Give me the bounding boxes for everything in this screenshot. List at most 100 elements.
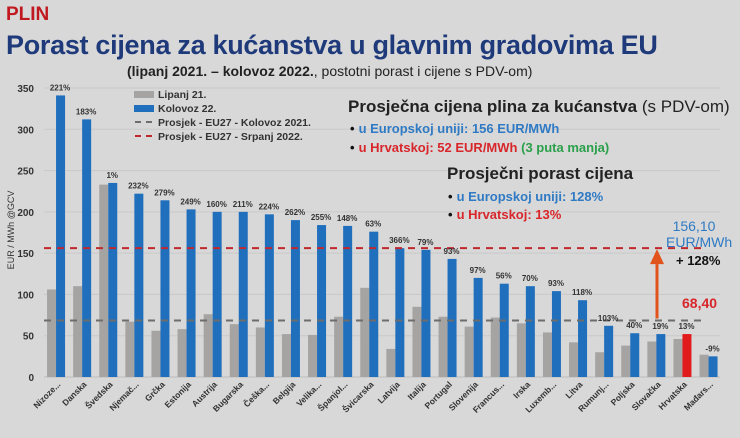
bar-kolovoz-22 xyxy=(395,248,405,377)
bar-kolovoz-22 xyxy=(108,182,118,377)
hr-price-note: (3 puta manja) xyxy=(521,140,610,155)
bar-lipanj-21 xyxy=(490,317,500,377)
x-tick-label: Grčka xyxy=(143,379,167,403)
bar-lipanj-21 xyxy=(73,286,83,377)
eu-value-annotation: 156,10 EUR/MWh xyxy=(666,218,733,250)
legend-label: Lipanj 21. xyxy=(158,89,207,101)
avg-price-suffix: (s PDV-om) xyxy=(637,97,730,116)
x-tick-label: Irska xyxy=(511,379,532,400)
percent-label: 249% xyxy=(180,197,200,206)
percent-label: 19% xyxy=(652,322,668,331)
increase-annotation: + 128% xyxy=(676,253,721,268)
bar-lipanj-21 xyxy=(255,327,265,377)
old-value-annotation: 68,40 xyxy=(682,295,718,311)
grid-lines xyxy=(44,87,720,378)
x-tick-label: Nizoze... xyxy=(31,379,62,410)
bar-kolovoz-22 xyxy=(473,277,483,377)
y-tick-label: 0 xyxy=(28,373,34,384)
bar-kolovoz-22 xyxy=(343,225,353,377)
bar-kolovoz-22 xyxy=(238,211,248,377)
bar-lipanj-21 xyxy=(595,352,605,377)
eu-price-text: u Europskoj uniji: 156 EUR/MWh xyxy=(358,121,560,136)
bar-kolovoz-22 xyxy=(682,334,692,377)
bar-lipanj-21 xyxy=(464,326,474,377)
x-tick-label: Latvija xyxy=(376,379,402,405)
section-tag: PLIN xyxy=(6,4,50,25)
bar-lipanj-21 xyxy=(177,329,187,377)
subtitle-period: (lipanj 2021. – kolovoz 2022. xyxy=(127,63,314,79)
bar-kolovoz-22 xyxy=(369,231,379,377)
legend-label: Kolovoz 22. xyxy=(158,103,216,115)
bar-kolovoz-22 xyxy=(604,325,614,377)
page-subtitle: (lipanj 2021. – kolovoz 2022., postotni … xyxy=(127,63,532,79)
bar-kolovoz-22 xyxy=(160,200,170,377)
hr-increase-text: u Hrvatskoj: 13% xyxy=(456,207,562,222)
percent-label: 40% xyxy=(626,321,642,330)
x-tick-label: Belgija xyxy=(271,379,298,406)
legend-label: Prosjek - EU27 - Srpanj 2022. xyxy=(158,131,303,143)
avg-increase-heading: Prosječni porast cijena xyxy=(447,164,634,183)
bar-lipanj-21 xyxy=(621,345,631,377)
bar-kolovoz-22 xyxy=(134,193,144,377)
bullet-icon: • xyxy=(350,121,355,136)
bar-lipanj-21 xyxy=(47,289,57,377)
reference-lines xyxy=(44,247,705,322)
bar-lipanj-21 xyxy=(647,341,657,377)
y-axis-label: EUR / MWh @GCV xyxy=(6,191,16,270)
x-tick-label: Mađars... xyxy=(682,379,715,412)
bar-kolovoz-22 xyxy=(212,211,222,377)
bar-lipanj-21 xyxy=(151,330,161,377)
avg-price-heading: Prosječna cijena plina za kućanstva (s P… xyxy=(348,97,730,117)
bar-lipanj-21 xyxy=(412,306,422,377)
bar-kolovoz-22 xyxy=(551,291,561,377)
bar-kolovoz-22 xyxy=(264,214,274,377)
avg-price-title: Prosječna cijena plina za kućanstva xyxy=(348,97,638,116)
bar-lipanj-21 xyxy=(569,342,579,377)
percent-label: 93% xyxy=(548,279,564,288)
bullet-icon: • xyxy=(448,207,453,222)
legend-swatch-kolovoz xyxy=(134,105,154,112)
bar-lipanj-21 xyxy=(229,324,239,377)
percent-label: 56% xyxy=(496,272,512,281)
bar-lipanj-21 xyxy=(334,316,344,377)
bar-lipanj-21 xyxy=(125,321,135,377)
hr-price-item: • u Hrvatskoj: 52 EUR/MWh (3 puta manja) xyxy=(350,140,609,155)
bar-kolovoz-22 xyxy=(56,95,66,377)
percent-label: 224% xyxy=(259,202,279,211)
bar-kolovoz-22 xyxy=(290,220,300,377)
legend: Lipanj 21. Kolovoz 22. Prosjek - EU27 - Ko… xyxy=(134,89,311,143)
percent-label: 211% xyxy=(233,200,253,209)
bar-kolovoz-22 xyxy=(630,333,640,377)
percent-label: 70% xyxy=(522,274,538,283)
y-tick-label: 200 xyxy=(17,208,34,219)
percent-label: 13% xyxy=(678,322,694,331)
bar-kolovoz-22 xyxy=(708,356,718,377)
bar-lipanj-21 xyxy=(542,332,552,377)
bar-kolovoz-22 xyxy=(525,286,535,377)
percent-label: 160% xyxy=(206,200,226,209)
eu-value-number: 156,10 xyxy=(672,218,716,234)
bar-lipanj-21 xyxy=(308,334,318,377)
bullet-icon: • xyxy=(350,140,355,155)
bar-lipanj-21 xyxy=(673,339,683,377)
subtitle-description: , postotni porast i cijene s PDV-om) xyxy=(313,63,533,79)
bar-kolovoz-22 xyxy=(317,225,327,377)
page-title: Porast cijena za kućanstva u glavnim gra… xyxy=(6,30,658,60)
y-tick-label: 350 xyxy=(17,84,34,95)
percent-label: 79% xyxy=(417,238,433,247)
bar-lipanj-21 xyxy=(438,316,448,377)
percent-label: 148% xyxy=(337,214,357,223)
y-tick-label: 150 xyxy=(17,249,34,260)
y-axis-ticks: 0 50 100 150 200 250 300 350 xyxy=(17,84,34,384)
hr-increase-item: • u Hrvatskoj: 13% xyxy=(448,207,561,222)
y-tick-label: 300 xyxy=(17,125,34,136)
percent-label: 1% xyxy=(106,171,118,180)
eu-price-item: • u Europskoj uniji: 156 EUR/MWh xyxy=(350,121,559,136)
eu-value-unit: EUR/MWh xyxy=(666,234,733,250)
eu-increase-text: u Europskoj uniji: 128% xyxy=(456,189,604,204)
percent-labels: 221% 183% 1% 232% 279% 249% 160% 211% 224% 262% 25… xyxy=(50,83,720,353)
percent-label: 366% xyxy=(389,236,409,245)
bar-kolovoz-22 xyxy=(499,283,509,377)
percent-label: 279% xyxy=(154,188,174,197)
